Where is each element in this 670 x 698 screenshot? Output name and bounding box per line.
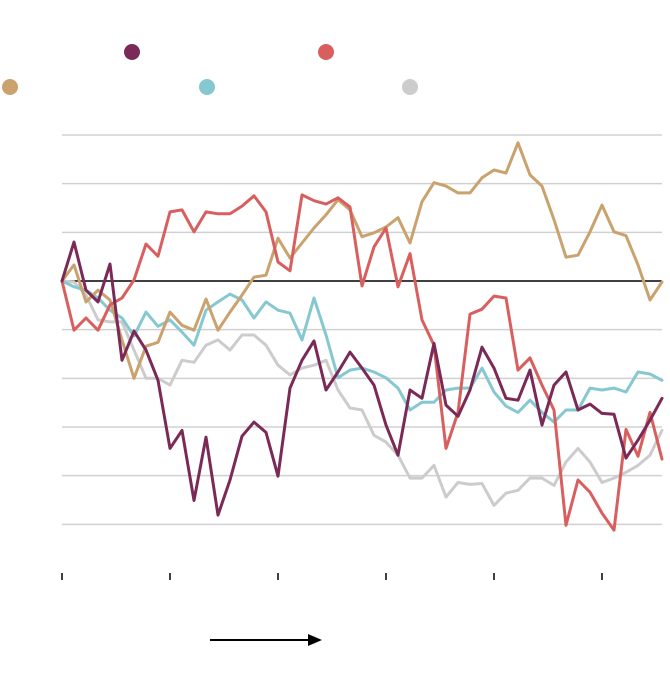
legend-marker: [402, 79, 418, 95]
series-line: [60, 193, 664, 532]
legend-marker: [124, 44, 140, 60]
series-line: [60, 279, 664, 424]
arrow-head: [308, 634, 322, 646]
legend-marker: [318, 44, 334, 60]
legend-marker: [199, 79, 215, 95]
legend: [2, 44, 418, 95]
series-line: [60, 279, 664, 507]
series-line: [60, 240, 664, 517]
series-line: [60, 141, 664, 380]
legend-marker: [2, 79, 18, 95]
